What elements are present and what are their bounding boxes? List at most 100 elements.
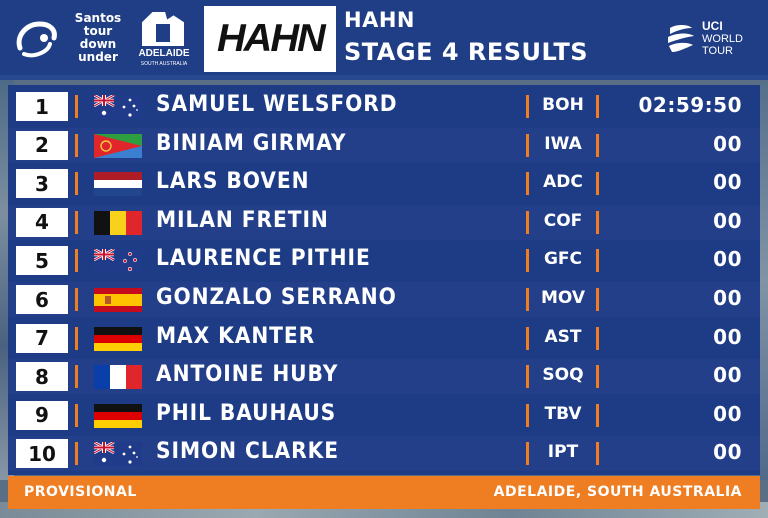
uci-world-tour-logo: UCI WORLD TOUR xyxy=(664,20,754,60)
result-row: 3 LARS BOVEN ADC 00 xyxy=(8,166,760,201)
rider-name: BINIAM GIRMAY xyxy=(156,130,347,156)
separator xyxy=(596,210,599,234)
separator xyxy=(526,172,529,196)
location-label: ADELAIDE, SOUTH AUSTRALIA xyxy=(493,484,742,500)
sponsor-logo: HAHN xyxy=(204,6,336,72)
separator xyxy=(596,249,599,273)
result-row: 9 PHIL BAUHAUS TBV 00 xyxy=(8,398,760,433)
separator xyxy=(526,288,529,311)
results-header: Santos tour down under ADELAIDE SOUTH AU… xyxy=(0,0,768,80)
germany-flag-icon xyxy=(94,326,142,351)
team-code: BOH xyxy=(542,95,584,115)
position-box: 7 xyxy=(16,323,68,353)
new-zealand-flag-icon xyxy=(94,249,142,274)
time-gap: 00 xyxy=(713,401,742,426)
uci-text: UCI WORLD TOUR xyxy=(702,19,743,57)
adelaide-logo-name: ADELAIDE xyxy=(138,48,190,59)
result-row: 6 GONZALO SERRANO MOV 00 xyxy=(8,282,760,317)
separator xyxy=(526,442,529,466)
rider-name: MAX KANTER xyxy=(156,323,316,349)
separator xyxy=(75,326,78,350)
team-code: SOQ xyxy=(542,365,584,386)
result-row: 7 MAX KANTER AST 00 xyxy=(8,321,760,356)
team-code: ADC xyxy=(543,172,583,193)
separator xyxy=(75,365,78,389)
australia-flag-icon xyxy=(94,95,142,119)
team-code: IPT xyxy=(547,442,579,463)
results-table: 1 SAMUEL WELSFORD BOH 02:59:50 2 xyxy=(8,85,760,475)
separator xyxy=(75,288,78,311)
separator xyxy=(75,210,78,234)
position-box: 6 xyxy=(16,285,68,314)
separator xyxy=(75,249,78,273)
separator xyxy=(75,403,78,427)
team-code: TBV xyxy=(544,403,582,424)
rider-name: PHIL BAUHAUS xyxy=(156,400,337,426)
time-gap: 00 xyxy=(713,170,742,195)
time-gap: 00 xyxy=(713,440,742,465)
spain-flag-icon xyxy=(94,288,142,312)
separator xyxy=(596,442,599,466)
santos-tour-down-under-logo: Santos tour down under xyxy=(14,12,121,68)
time-gap: 00 xyxy=(713,247,742,272)
team-code: GFC xyxy=(543,249,583,270)
position-box: 1 xyxy=(16,92,68,121)
sponsor-name: HAHN xyxy=(216,17,326,60)
swirl-icon xyxy=(16,21,57,58)
globe-icon xyxy=(668,25,694,52)
separator xyxy=(596,172,599,196)
rider-name: LAURENCE PITHIE xyxy=(156,246,371,272)
netherlands-flag-icon xyxy=(94,172,142,197)
result-row: 2 BINIAM GIRMAY IWA 00 xyxy=(8,127,760,163)
rider-name: LARS BOVEN xyxy=(156,169,310,195)
time-gap: 00 xyxy=(713,208,742,233)
position-box: 9 xyxy=(16,400,68,430)
separator xyxy=(596,365,599,389)
separator xyxy=(526,210,529,234)
separator xyxy=(526,95,529,118)
time-gap: 00 xyxy=(713,363,742,388)
position-box: 4 xyxy=(16,207,68,237)
position-box: 3 xyxy=(16,169,68,199)
rider-name: ANTOINE HUBY xyxy=(156,362,339,388)
position-box: 2 xyxy=(16,130,68,160)
team-code: MOV xyxy=(540,288,586,308)
separator xyxy=(75,95,78,118)
team-code: AST xyxy=(544,326,582,347)
eritrea-flag-icon xyxy=(94,133,142,158)
provisional-label: PROVISIONAL xyxy=(24,484,137,500)
page-title: STAGE 4 RESULTS xyxy=(344,38,588,66)
separator xyxy=(75,172,78,196)
rider-name: SIMON CLARKE xyxy=(156,439,339,465)
rider-name: MILAN FRETIN xyxy=(156,207,329,233)
time-gap: 00 xyxy=(713,324,742,349)
separator xyxy=(75,133,78,157)
rider-name: GONZALO SERRANO xyxy=(156,285,397,310)
rider-name: SAMUEL WELSFORD xyxy=(156,92,398,117)
separator xyxy=(526,326,529,350)
position-box: 10 xyxy=(16,439,68,469)
background-sea-right xyxy=(760,80,768,480)
result-row: 1 SAMUEL WELSFORD BOH 02:59:50 xyxy=(8,89,760,124)
separator xyxy=(596,133,599,157)
position-box: 8 xyxy=(16,362,68,392)
result-row: 5 LAURENCE PITHIE GFC 00 xyxy=(8,243,760,278)
separator xyxy=(526,365,529,389)
time-gap: 00 xyxy=(713,286,742,310)
adelaide-logo-sub: SOUTH AUSTRALIA xyxy=(140,61,188,67)
result-row: 4 MILAN FRETIN COF 00 xyxy=(8,204,760,240)
separator xyxy=(596,288,599,311)
belgium-flag-icon xyxy=(94,210,142,235)
separator xyxy=(526,133,529,157)
result-row: 10 SIMON CLARKE IPT 00 xyxy=(8,436,760,472)
time-gap: 00 xyxy=(713,131,742,156)
separator xyxy=(75,442,78,466)
germany-flag-icon xyxy=(94,403,142,428)
title-line-1: HAHN xyxy=(344,8,415,32)
results-footer: PROVISIONAL ADELAIDE, SOUTH AUSTRALIA xyxy=(8,476,760,509)
team-code: IWA xyxy=(544,133,582,154)
team-code: COF xyxy=(543,210,583,231)
separator xyxy=(596,95,599,118)
separator xyxy=(526,403,529,427)
australia-flag-icon xyxy=(94,442,142,467)
